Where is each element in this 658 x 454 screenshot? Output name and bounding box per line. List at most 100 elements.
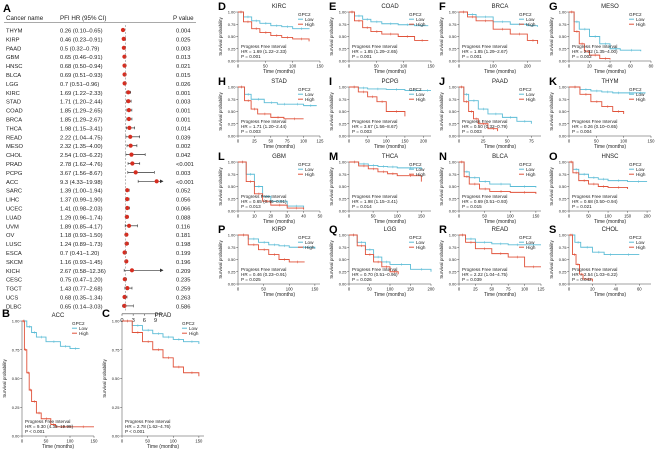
forest-hr-text: 1.41 (0.98–2.03) xyxy=(60,207,103,213)
panel-label: L xyxy=(218,151,225,163)
forest-cancer-label: UCEC xyxy=(6,207,22,213)
km-y-label: Survival probability xyxy=(329,17,334,56)
km-legend-high: High xyxy=(79,331,89,336)
forest-header-hr: PFI HR (95% CI) xyxy=(60,15,106,22)
forest-p-value: 0.001 xyxy=(176,118,191,124)
forest-p-value: 0.199 xyxy=(176,251,191,257)
km-y-tick-label: 0.00 xyxy=(228,134,237,139)
km-legend-low: Low xyxy=(189,326,198,331)
km-annotation-title: Progress Free Interval xyxy=(241,267,286,272)
forest-hr-point xyxy=(121,45,126,50)
forest-hr-text: 1.16 (0.93–1.45) xyxy=(60,260,103,266)
km-x-label: Time (months) xyxy=(42,444,74,449)
forest-hr-point xyxy=(125,286,130,291)
km-x-tick-label: 20 xyxy=(587,64,592,69)
km-x-tick-label: 100 xyxy=(620,139,628,144)
forest-cancer-label: SARC xyxy=(6,189,22,195)
km-y-label: Survival probability xyxy=(549,240,554,279)
km-legend-high: High xyxy=(305,97,315,102)
km-curve-low xyxy=(349,234,432,272)
km-legend-title: GPC2 xyxy=(409,12,422,17)
forest-cancer-label: SKCM xyxy=(6,260,23,266)
km-legend-high: High xyxy=(416,22,426,27)
km-curve-high xyxy=(569,86,625,114)
km-panel-k: K THYM 0.00 0.25 0.50 0.75 1.00 0 50 100 150 Time (… xyxy=(549,76,655,150)
km-annotation-title: Progress Free Interval xyxy=(462,119,507,124)
km-legend-title: GPC2 xyxy=(519,235,532,240)
forest-hr-point xyxy=(128,143,133,148)
forest-p-value: 0.088 xyxy=(176,215,191,221)
km-title: COAD xyxy=(381,4,399,10)
km-x-tick-label: 0 xyxy=(458,64,461,69)
km-annotation-p: P = 0.021 xyxy=(572,204,592,209)
forest-cancer-label: STAD xyxy=(6,100,21,106)
km-y-tick-label: 1.00 xyxy=(112,319,121,324)
km-annotation-p: P = 0.004 xyxy=(572,129,592,134)
km-title: BRCA xyxy=(492,4,509,10)
km-annotation-title: Progress Free Interval xyxy=(241,119,286,124)
km-annotation-title: Progress Free Interval xyxy=(462,194,507,199)
forest-row: OV 1.18 (0.93–1.50) 0.181 xyxy=(6,232,191,239)
km-y-tick-label: 0.00 xyxy=(339,209,348,214)
km-annotation-hr: HR = 1.98 (1.15–3.41) xyxy=(352,199,398,204)
km-annotation-title: Progress Free Interval xyxy=(125,419,170,424)
km-x-tick-label: 150 xyxy=(418,214,426,219)
forest-row: BLCA 0.69 (0.51–0.93) 0.015 xyxy=(6,72,191,79)
km-y-tick-label: 1.00 xyxy=(449,160,458,165)
forest-row: UCEC 1.41 (0.98–2.03) 0.066 xyxy=(6,205,191,213)
forest-p-value: 0.039 xyxy=(176,135,191,141)
km-y-tick-label: 0.00 xyxy=(112,434,121,439)
forest-hr-text: 0.65 (0.46–0.91) xyxy=(60,55,103,61)
km-curve-high xyxy=(238,86,304,120)
km-y-tick-label: 0.00 xyxy=(559,209,568,214)
panel-label: E xyxy=(329,1,336,13)
panel-label: J xyxy=(439,76,445,88)
km-legend-low: Low xyxy=(305,92,314,97)
km-legend-title: GPC2 xyxy=(629,162,642,167)
km-panel-p: P KIRP 0.00 0.25 0.50 0.75 1.00 0 50 100 150 Time (… xyxy=(218,224,320,298)
km-y-tick-label: 0.00 xyxy=(559,134,568,139)
forest-hr-point xyxy=(120,27,126,33)
km-annotation-p: P = 0.013 xyxy=(241,204,261,209)
km-annotation-hr: HR = 1.85 (1.29–2.65) xyxy=(352,49,398,54)
km-legend-low: Low xyxy=(636,167,645,172)
forest-cancer-label: KIRC xyxy=(6,91,20,97)
km-legend-high: High xyxy=(636,97,646,102)
km-legend-low: Low xyxy=(416,17,425,22)
forest-hr-point xyxy=(125,197,130,202)
forest-hr-text: 1.43 (0.77–2.68) xyxy=(60,287,103,293)
forest-p-value: 0.003 xyxy=(176,46,191,52)
km-y-tick-label: 1.00 xyxy=(228,10,237,15)
forest-cancer-label: PRAD xyxy=(6,162,22,168)
panel-label: B xyxy=(2,308,10,320)
km-curve-low xyxy=(569,11,642,52)
km-panel-m: M THCA 0.00 0.25 0.50 0.75 1.00 0 50 100 150 Time (… xyxy=(329,151,431,225)
forest-p-value: 0.042 xyxy=(176,153,191,159)
forest-row: MESO 2.32 (1.35–4.00) 0.002 xyxy=(6,143,191,150)
km-annotation-p: P = 0.003 xyxy=(462,129,482,134)
forest-hr-text: 1.98 (1.15–3.41) xyxy=(60,126,103,132)
km-curve-high xyxy=(349,234,399,275)
forest-cancer-label: COAD xyxy=(6,109,23,115)
forest-hr-point xyxy=(126,99,131,104)
km-title: STAD xyxy=(271,79,287,85)
forest-hr-text: 3.67 (1.56–8.67) xyxy=(60,171,103,177)
km-y-tick-label: 0.25 xyxy=(449,121,458,126)
km-x-label: Time (months) xyxy=(263,69,295,75)
forest-cancer-label: GBM xyxy=(6,55,19,61)
km-x-tick-label: 150 xyxy=(91,439,99,444)
km-y-label: Survival probability xyxy=(218,92,223,131)
forest-hr-point xyxy=(122,63,127,68)
km-curve-high xyxy=(22,320,94,428)
km-annotation-p: P = 0.042 xyxy=(572,277,592,282)
forest-row: CESC 0.75 (0.47–1.20) 0.235 xyxy=(6,277,191,284)
forest-hr-text: 2.67 (0.58–12.36) xyxy=(60,269,106,275)
forest-hr-text: 0.7 (0.51–0.96) xyxy=(60,82,99,88)
km-x-tick-label: 50 xyxy=(505,139,510,144)
km-y-tick-label: 0.50 xyxy=(449,257,458,262)
forest-row: STAD 1.71 (1.20–2.44) 0.003 xyxy=(6,99,191,106)
km-x-tick-label: 75 xyxy=(285,139,290,144)
forest-row: UVM 1.89 (0.85–4.17) 0.116 xyxy=(6,223,190,230)
km-panel-i: I PCPG 0.00 0.25 0.50 0.75 1.00 0 50 100 150 200 Tim… xyxy=(329,76,431,150)
km-title: LGG xyxy=(384,227,397,233)
